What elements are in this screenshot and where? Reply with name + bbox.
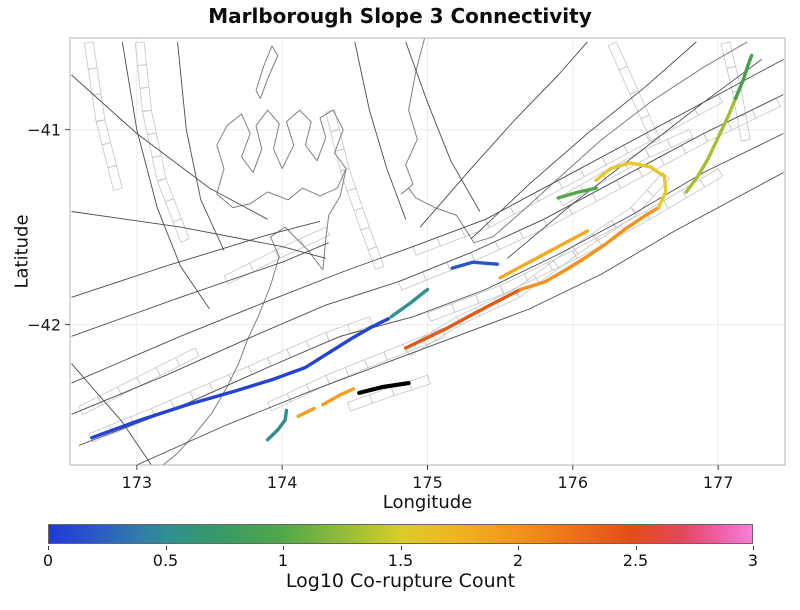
rupture-traces [90,53,754,442]
gridlines [70,38,785,465]
rupture-trace-green-ne-tip [733,53,754,101]
colorbar-label: Log10 Co-rupture Count [285,570,516,592]
source-fault-trace [357,381,411,395]
x-tick-label: 173 [122,473,153,492]
rupture-trace-yellowgreen-ne [684,96,738,194]
x-tick-label: 174 [267,473,298,492]
colorbar-gradient [48,524,753,544]
x-tick-label: 177 [703,473,734,492]
rupture-trace-orange-sw-b [321,387,356,407]
y-tick-label: −42 [27,316,61,335]
axis-ticks: 173 174 175 176 177 −41 −42 [27,121,733,492]
x-tick-label: 176 [558,473,589,492]
chart-title: Marlborough Slope 3 Connectivity [208,4,592,28]
fault-network [71,41,784,465]
rupture-trace-blue-long-sw [90,317,390,440]
rupture-trace-teal-link [389,287,430,319]
rupture-trace-blue-short [450,260,499,270]
map-layers [71,38,784,465]
rupture-trace-orange-red-main [404,287,523,350]
x-axis-label: Longitude [382,492,473,513]
rupture-trace-orange-sw-a [296,406,316,418]
rupture-trace-orange-branch [498,229,590,280]
x-tick-label: 175 [412,473,443,492]
rupture-trace-green-short [556,186,598,200]
rupture-trace-yellow-hook [594,161,668,210]
coastlines [162,38,748,465]
y-tick-label: −41 [27,121,61,140]
y-axis-label: Latitude [11,214,33,289]
rupture-trace-teal-sw [265,408,289,442]
rupture-trace-orange-main [518,205,661,292]
